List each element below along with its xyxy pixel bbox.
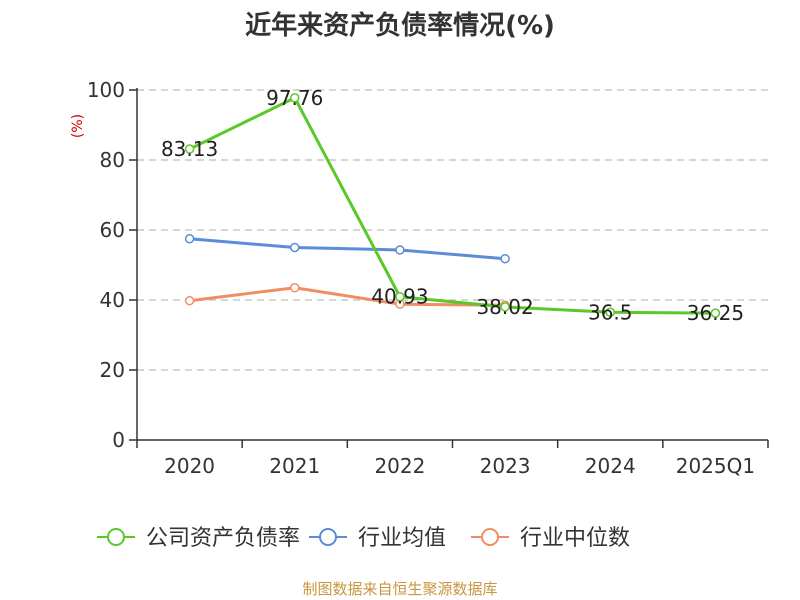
axes: 0 20 40 60 80 100 2020 2021 2022 2023 2024 2025Q1 <box>87 78 769 478</box>
series-line-2 <box>189 286 506 307</box>
x-tick-label-2020: 2020 <box>164 454 215 478</box>
series-0-point-2023 <box>500 302 510 312</box>
y-tick-label-60: 60 <box>100 218 125 242</box>
series-0-point-2024 <box>605 307 615 317</box>
legend-label-2: 行业中位数 <box>520 526 630 551</box>
series-1-point-2023 <box>500 253 510 264</box>
series-0-point-2020 <box>184 144 195 154</box>
footer-source: 制图数据来自恒生聚源数据库 <box>302 580 497 598</box>
series-0-point-2025Q1 <box>710 308 721 318</box>
data-label-2025Q1: 36.25 <box>687 301 744 325</box>
grid-lines <box>137 89 768 371</box>
legend-item-1: 行业均值 <box>309 526 446 551</box>
series-2-point-2020 <box>184 295 195 306</box>
series-1-point-2021 <box>290 242 300 253</box>
data-label-2022: 40.93 <box>371 285 428 309</box>
y-tick-label-0: 0 <box>112 428 125 452</box>
legend: 公司资产负债率 行业均值 行业中位数 <box>97 526 630 551</box>
legend-marker-0 <box>107 528 125 546</box>
legend-label-1: 行业均值 <box>358 526 446 551</box>
legend-label-0: 公司资产负债率 <box>146 526 300 551</box>
series-1-point-2022 <box>395 245 405 255</box>
data-labels: 83.13 97.76 40.93 38.02 36.5 36.25 <box>161 86 744 325</box>
y-tick-label-40: 40 <box>100 288 125 312</box>
x-tick-label-2023: 2023 <box>480 454 531 478</box>
legend-item-0: 公司资产负债率 <box>97 526 300 551</box>
data-label-2020: 83.13 <box>161 137 218 161</box>
y-axis-unit: (%) <box>70 114 86 138</box>
x-tick-label-2022: 2022 <box>374 454 425 478</box>
series-0-point-2021 <box>290 93 300 103</box>
x-tick-label-2021: 2021 <box>269 454 320 478</box>
data-label-2024: 36.5 <box>588 300 633 324</box>
series-line-1 <box>189 237 506 261</box>
x-tick-label-2024: 2024 <box>585 454 636 478</box>
legend-marker-2 <box>481 528 499 546</box>
series-lines <box>184 93 721 318</box>
series-1-point-2020 <box>184 234 195 244</box>
y-tick-label-20: 20 <box>100 358 125 382</box>
x-tick-label-2025Q1: 2025Q1 <box>676 454 755 478</box>
chart-title: 近年来资产负债率情况(%) <box>245 10 555 41</box>
legend-marker-1 <box>319 528 337 546</box>
data-label-2021: 97.76 <box>266 86 323 110</box>
y-tick-label-80: 80 <box>100 148 125 172</box>
series-0-point-2022 <box>395 291 405 302</box>
series-2-point-2021 <box>290 283 300 293</box>
y-tick-label-100: 100 <box>87 78 125 102</box>
series-line-0 <box>188 96 716 315</box>
data-label-2023: 38.02 <box>476 295 533 319</box>
legend-item-2: 行业中位数 <box>471 526 630 551</box>
